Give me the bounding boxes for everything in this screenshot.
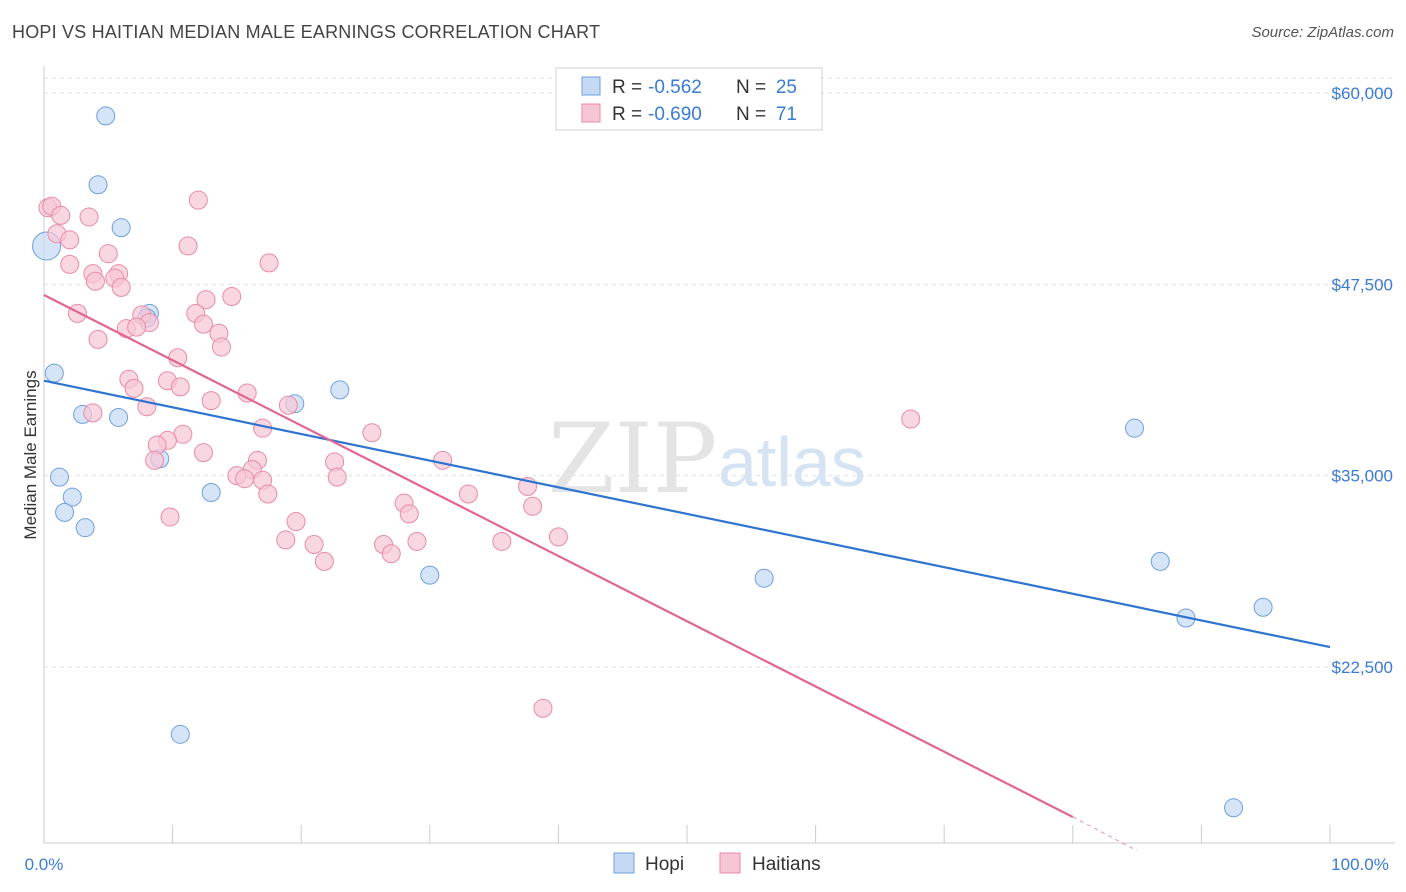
haitian-point	[258, 484, 278, 504]
haitian-point	[222, 287, 242, 307]
haitian-point	[201, 391, 221, 411]
haitian-point	[276, 530, 296, 550]
hopi-point	[420, 565, 440, 585]
haitian-point	[901, 409, 921, 429]
haitian-point	[124, 378, 144, 398]
hopi-point	[109, 407, 129, 427]
y-tick-label: $35,000	[1332, 467, 1393, 486]
watermark-zip: ZIP	[548, 403, 717, 515]
haitian-point	[381, 544, 401, 564]
series-legend: Hopi Haitians	[613, 852, 821, 875]
haitian-point	[88, 329, 108, 349]
legend-r-value: -0.562	[648, 77, 702, 98]
haitian-point	[492, 531, 512, 551]
haitian-point	[193, 314, 213, 334]
haitian-point	[178, 236, 198, 256]
haitian-point	[314, 551, 334, 571]
hopi-point	[88, 175, 108, 195]
haitian-point	[235, 469, 255, 489]
haitian-point	[79, 207, 99, 227]
watermark: ZIP atlas	[548, 403, 866, 515]
haitian-trend-extension	[1072, 816, 1138, 852]
hopi-point	[75, 518, 95, 538]
haitian-point	[193, 443, 213, 463]
y-tick-label: $60,000	[1332, 84, 1393, 103]
haitian-point	[548, 527, 568, 547]
hopi-point	[330, 380, 350, 400]
legend-n-value: 25	[776, 77, 797, 98]
axes	[43, 66, 1395, 844]
haitian-point	[399, 504, 419, 524]
haitian-point	[127, 317, 147, 337]
x-tick-label-left: 0.0%	[25, 855, 64, 874]
hopi-point	[201, 482, 221, 502]
trend-lines	[43, 294, 1331, 852]
haitian-point	[67, 303, 87, 323]
haitian-point	[304, 535, 324, 555]
series-legend-swatch	[613, 852, 635, 874]
haitian-point	[188, 190, 208, 210]
legend-n-value: 71	[776, 104, 797, 125]
legend-n-label: N =	[736, 104, 766, 125]
haitian-point	[83, 403, 103, 423]
hopi-point	[96, 106, 116, 126]
y-tick-label: $22,500	[1332, 658, 1393, 677]
hopi-point	[44, 363, 64, 383]
hopi-trend-line	[43, 379, 1331, 649]
haitian-point	[286, 512, 306, 532]
hopi-point	[62, 487, 82, 507]
haitian-point	[170, 377, 190, 397]
hopi-point	[1150, 551, 1170, 571]
haitian-trend-line	[43, 294, 1074, 818]
haitian-point	[533, 698, 553, 718]
haitian-point	[327, 467, 347, 487]
haitian-point	[51, 205, 71, 225]
hopi-point	[1125, 418, 1145, 438]
series-legend-label: Hopi	[645, 854, 684, 875]
legend-swatch	[581, 103, 601, 123]
y-tick-label: $47,500	[1332, 275, 1393, 294]
source-label: Source: ZipAtlas.com	[1251, 24, 1394, 41]
chart-title: HOPI VS HAITIAN MEDIAN MALE EARNINGS COR…	[12, 22, 601, 42]
haitian-point	[196, 290, 216, 310]
data-points	[32, 106, 1273, 818]
haitian-point	[145, 450, 165, 470]
hopi-point	[55, 502, 75, 522]
haitian-point	[259, 253, 279, 273]
series-legend-swatch	[719, 852, 741, 874]
y-tick-labels: $60,000 $47,500 $35,000 $22,500	[1332, 84, 1393, 677]
hopi-point	[111, 218, 131, 238]
legend-r-value: -0.690	[648, 104, 702, 125]
haitian-point	[433, 450, 453, 470]
series-legend-label: Haitians	[752, 854, 821, 875]
legend-r-label: R =	[612, 77, 642, 98]
haitian-point	[362, 423, 382, 443]
haitian-point	[523, 496, 543, 516]
legend-swatch	[581, 76, 601, 96]
haitian-point	[407, 531, 427, 551]
haitian-point	[111, 277, 131, 297]
haitian-point	[458, 484, 478, 504]
x-tick-label-right: 100.0%	[1331, 855, 1389, 874]
stats-legend: R = -0.562 N = 25 R = -0.690 N = 71	[555, 67, 823, 131]
hopi-point	[170, 724, 190, 744]
haitian-point	[60, 230, 80, 250]
haitian-point	[60, 254, 80, 274]
legend-n-label: N =	[736, 77, 766, 98]
hopi-point	[1253, 597, 1273, 617]
hopi-point	[754, 568, 774, 588]
haitian-point	[85, 271, 105, 291]
legend-r-label: R =	[612, 104, 642, 125]
hopi-point	[49, 467, 69, 487]
haitian-point	[98, 244, 118, 264]
hopi-point	[1224, 798, 1244, 818]
gridlines	[44, 77, 1395, 668]
haitian-point	[211, 337, 231, 357]
haitian-point	[160, 507, 180, 527]
haitian-point	[278, 395, 298, 415]
y-axis-title: Median Male Earnings	[21, 370, 40, 539]
watermark-atlas: atlas	[718, 423, 866, 501]
